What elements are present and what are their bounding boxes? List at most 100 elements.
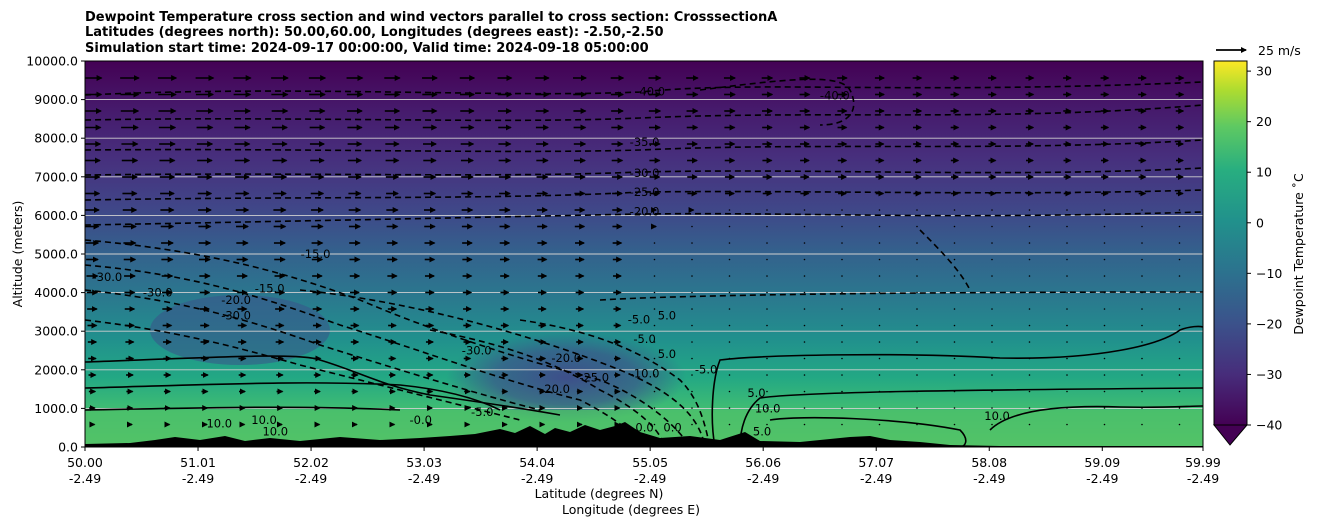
wind-vector xyxy=(878,407,881,409)
wind-vector xyxy=(691,275,693,277)
wind-vector xyxy=(728,258,731,261)
contour-line xyxy=(85,382,501,411)
wind-vector xyxy=(916,324,918,327)
colorbar-label: Dewpoint Temperature ˚C xyxy=(1291,173,1306,335)
wind-vector xyxy=(803,341,806,343)
wind-vector xyxy=(803,374,806,376)
contour-label: -20.0 xyxy=(630,204,660,218)
wind-vector xyxy=(991,225,993,228)
wind-vector xyxy=(766,308,768,310)
wind-vector xyxy=(766,258,768,261)
x-tick-label-lon: -2.49 xyxy=(408,471,440,486)
wind-vector xyxy=(916,275,918,277)
wind-vector xyxy=(878,242,881,244)
wind-vector xyxy=(1178,275,1181,277)
x-tick-label-lat: 58.08 xyxy=(971,455,1007,470)
wind-vector xyxy=(1028,407,1031,409)
wind-vector xyxy=(991,390,993,393)
wind-vector xyxy=(1066,341,1068,343)
contour-label: -40.0 xyxy=(820,89,850,103)
contour-line xyxy=(85,104,1203,122)
wind-vector xyxy=(653,374,656,376)
wind-vector xyxy=(1103,341,1106,343)
wind-vector xyxy=(841,258,843,261)
x-tick-label-lat: 56.06 xyxy=(745,455,781,470)
wind-vector xyxy=(916,291,918,294)
wind-vector xyxy=(653,275,656,277)
wind-vector xyxy=(991,423,993,426)
contour-line xyxy=(769,416,967,447)
wind-vector xyxy=(728,324,731,327)
wind-vector xyxy=(878,308,881,310)
wind-vector xyxy=(878,341,881,343)
x-tick-label-lat: 53.03 xyxy=(406,455,442,470)
wind-vector xyxy=(991,341,993,343)
contour-line xyxy=(85,211,1203,226)
contour-label: -30.0 xyxy=(92,270,122,284)
wind-vector xyxy=(691,423,693,426)
contour-label: -5.0 xyxy=(471,405,493,419)
contour-lines xyxy=(85,78,1203,447)
dry-region-blob xyxy=(446,332,687,423)
colorbar-gradient xyxy=(1214,61,1247,425)
wind-vector xyxy=(1141,390,1143,393)
contour-line xyxy=(299,289,706,447)
wind-vector xyxy=(1141,423,1143,426)
wind-vector xyxy=(1028,209,1031,211)
contour-label: -0.0 xyxy=(410,413,432,427)
contour-line xyxy=(85,319,521,421)
y-tick-label: 1000.0 xyxy=(34,401,78,416)
wind-vector xyxy=(691,390,693,393)
wind-vector xyxy=(991,324,993,327)
wind-vector xyxy=(878,275,881,277)
wind-vector xyxy=(878,324,881,327)
contour-line xyxy=(711,325,1203,447)
contour-label: -40.0 xyxy=(635,85,665,99)
contour-label: 10.0 xyxy=(206,417,232,431)
wind-vector xyxy=(728,423,731,426)
wind-vector xyxy=(766,324,768,327)
contour-line xyxy=(85,189,1203,201)
wind-vector xyxy=(1141,324,1143,327)
wind-vector xyxy=(1066,407,1068,409)
wind-vector xyxy=(1178,209,1181,211)
wind-vector xyxy=(1141,275,1143,277)
contour-label: 5.0 xyxy=(747,386,765,400)
wind-vector xyxy=(1103,242,1106,244)
wind-vector xyxy=(841,275,843,277)
wind-vector xyxy=(1028,291,1031,294)
wind-vector xyxy=(1141,258,1143,261)
wind-vector xyxy=(953,374,956,376)
y-tick-label: 0.0 xyxy=(58,440,78,455)
wind-vector xyxy=(878,291,881,294)
contour-label: -5.0 xyxy=(695,363,717,377)
wind-vector xyxy=(1066,291,1068,294)
colorbar-tick-label: 30 xyxy=(1256,64,1272,79)
colorbar-tick-label: −20 xyxy=(1256,316,1282,331)
wind-vector xyxy=(766,374,768,376)
wind-vector xyxy=(878,374,881,376)
wind-vector xyxy=(991,275,993,277)
wind-vector xyxy=(691,341,693,343)
contour-line xyxy=(85,264,651,447)
wind-vector xyxy=(1103,390,1106,393)
x-tick-label-lat: 59.09 xyxy=(1084,455,1120,470)
wind-vector xyxy=(1178,357,1181,360)
wind-vector xyxy=(953,324,956,327)
wind-vector xyxy=(766,407,768,409)
terrain xyxy=(85,422,1203,447)
wind-vector xyxy=(653,242,656,244)
wind-vector xyxy=(1178,341,1181,343)
contour-line xyxy=(85,139,1203,153)
contour-line xyxy=(85,167,1203,176)
wind-vector xyxy=(653,341,656,343)
wind-vector xyxy=(1178,308,1181,310)
wind-vector xyxy=(691,407,693,409)
wind-vector xyxy=(803,308,806,310)
title-line-1: Dewpoint Temperature cross section and w… xyxy=(85,10,777,25)
x-tick-label-lon: -2.49 xyxy=(521,471,553,486)
colorbar-ticks: −40 −30 −20 −10 0 10 20 30 xyxy=(1247,64,1282,433)
wind-vector xyxy=(803,291,806,294)
title-line-2: Latitudes (degrees north): 50.00,60.00, … xyxy=(85,25,664,40)
wind-vector xyxy=(1178,258,1181,261)
